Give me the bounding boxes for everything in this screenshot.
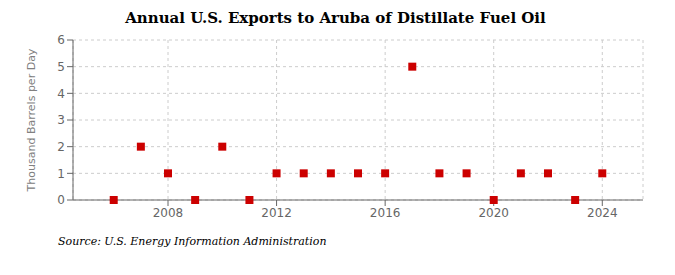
svg-text:2008: 2008 <box>153 206 184 220</box>
html-text:Source: U.S. Energy Informatio: Source: U.S. Energy Information Administ… <box>58 235 327 248</box>
svg-text:6: 6 <box>57 33 65 47</box>
svg-text:3: 3 <box>57 113 65 127</box>
html-text:Annual U.S. Exports to Aruba o: Annual U.S. Exports to Aruba of Distilla… <box>125 9 546 27</box>
svg-text:2: 2 <box>57 140 65 154</box>
svg-text:5: 5 <box>57 60 65 74</box>
svg-text:2020: 2020 <box>478 206 509 220</box>
svg-text:0: 0 <box>57 193 65 207</box>
svg-text:1: 1 <box>57 167 65 181</box>
svg-text:Thousand Barrels per Day: Thousand Barrels per Day <box>25 48 38 192</box>
svg-text:2012: 2012 <box>261 206 292 220</box>
svg-text:4: 4 <box>57 87 65 101</box>
svg-text:2024: 2024 <box>587 206 618 220</box>
svg-text:2016: 2016 <box>370 206 401 220</box>
